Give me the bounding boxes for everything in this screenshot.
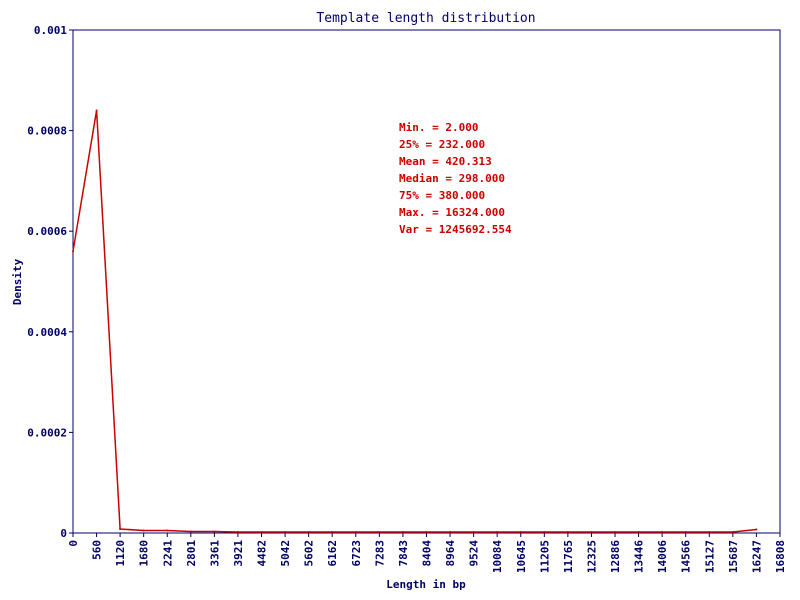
stat-annotation: Var = 1245692.554: [399, 223, 512, 236]
stat-annotation: Min. = 2.000: [399, 121, 478, 134]
x-tick-label: 7283: [373, 540, 386, 567]
y-tick-label: 0.0004: [27, 326, 67, 339]
data-point: [708, 530, 711, 533]
data-point: [566, 530, 569, 533]
y-tick-label: 0.0002: [27, 426, 67, 439]
x-tick-label: 3361: [208, 540, 221, 567]
data-point: [519, 530, 522, 533]
data-point: [401, 530, 404, 533]
data-point: [284, 530, 287, 533]
x-tick-label: 15127: [703, 540, 716, 573]
data-point: [472, 530, 475, 533]
data-points: [72, 109, 758, 533]
x-axis-ticks: 0 560 1120 1680 2241 2801 3361 3921 4482 5042 5602…: [67, 533, 787, 573]
x-tick-label: 7843: [397, 540, 410, 567]
x-tick-label: 11205: [538, 540, 551, 573]
data-point: [614, 530, 617, 533]
data-point: [189, 530, 192, 533]
x-tick-label: 6162: [326, 540, 339, 567]
x-tick-label: 5602: [303, 540, 316, 567]
data-point: [590, 530, 593, 533]
y-axis-label: Density: [11, 258, 24, 305]
y-tick-label: 0.0008: [27, 125, 67, 138]
density-line: [72, 110, 757, 533]
x-tick-label: 10645: [515, 540, 528, 573]
x-tick-label: 12325: [585, 540, 598, 573]
x-tick-label: 10084: [491, 540, 504, 573]
x-tick-label: 16808: [774, 540, 787, 573]
x-tick-label: 16247: [750, 540, 763, 573]
x-tick-label: 1120: [114, 540, 127, 567]
data-point: [331, 530, 334, 533]
x-tick-label: 14566: [680, 540, 693, 573]
data-point: [72, 250, 74, 253]
x-tick-label: 14006: [656, 540, 669, 573]
y-axis-ticks: 0 0.0002 0.0004 0.0006 0.0008 0.001: [27, 24, 73, 540]
chart-title: Template length distribution: [316, 11, 535, 26]
x-tick-label: 12886: [609, 540, 622, 573]
x-tick-label: 15687: [727, 540, 740, 573]
data-point: [95, 109, 98, 112]
data-point: [661, 530, 664, 533]
data-point: [213, 530, 216, 533]
y-tick-label: 0.001: [34, 24, 67, 37]
x-tick-label: 560: [91, 540, 104, 560]
data-point: [307, 530, 310, 533]
x-tick-label: 1680: [138, 540, 151, 567]
data-point: [684, 530, 687, 533]
stat-annotation: 75% = 380.000: [399, 189, 485, 202]
data-point: [119, 527, 122, 530]
data-point: [260, 530, 263, 533]
summary-statistics: Min. = 2.000 25% = 232.000 Mean = 420.313 M…: [399, 121, 512, 236]
stat-annotation: Mean = 420.313: [399, 155, 492, 168]
x-tick-label: 8964: [444, 540, 457, 567]
x-tick-label: 3921: [232, 540, 245, 567]
x-tick-label: 8404: [421, 540, 434, 567]
data-point: [378, 530, 381, 533]
x-tick-label: 9524: [468, 540, 481, 567]
x-tick-label: 5042: [279, 540, 292, 567]
plot-frame: [72, 29, 781, 534]
data-point: [731, 530, 734, 533]
stat-annotation: 25% = 232.000: [399, 138, 485, 151]
data-point: [166, 529, 169, 532]
data-point: [637, 530, 640, 533]
x-axis-label: Length in bp: [386, 578, 466, 591]
x-tick-label: 11765: [562, 540, 575, 573]
data-point: [496, 530, 499, 533]
data-point: [354, 530, 357, 533]
data-point: [543, 530, 546, 533]
data-point: [425, 530, 428, 533]
x-tick-label: 4482: [256, 540, 269, 567]
data-point: [236, 530, 239, 533]
y-tick-label: 0.0006: [27, 225, 67, 238]
stat-annotation: Median = 298.000: [399, 172, 505, 185]
x-tick-label: 13446: [633, 540, 646, 573]
data-point: [755, 528, 758, 531]
data-point: [449, 530, 452, 533]
x-tick-label: 2241: [161, 540, 174, 567]
x-tick-label: 6723: [350, 540, 363, 567]
data-point: [142, 529, 145, 532]
stat-annotation: Max. = 16324.000: [399, 206, 505, 219]
x-tick-label: 0: [67, 540, 80, 547]
x-tick-label: 2801: [185, 540, 198, 567]
y-tick-label: 0: [60, 527, 67, 540]
